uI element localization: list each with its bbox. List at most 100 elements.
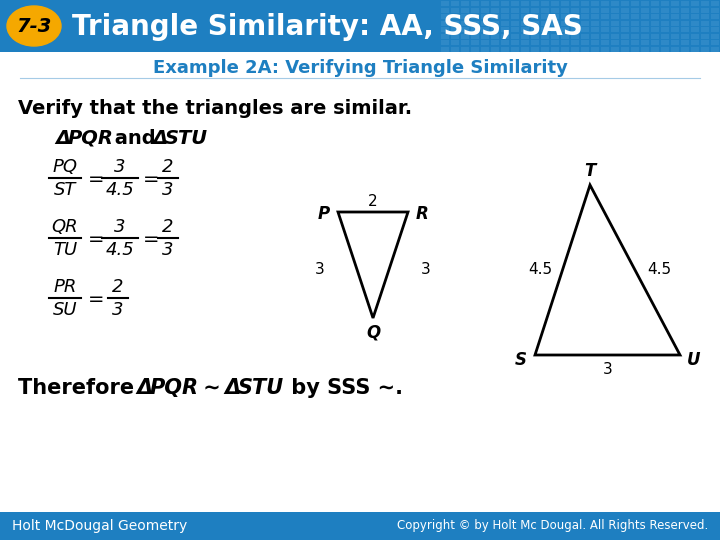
Bar [581, 40, 589, 45]
Bar [611, 8, 619, 12]
Bar [531, 1, 539, 6]
Bar [641, 40, 649, 45]
Bar [601, 33, 609, 38]
Bar [671, 14, 679, 19]
Bar [641, 21, 649, 25]
Bar [621, 40, 629, 45]
Bar [681, 14, 689, 19]
Bar [521, 40, 529, 45]
Bar [501, 21, 509, 25]
Bar [631, 40, 639, 45]
Bar [551, 14, 559, 19]
Bar [451, 8, 459, 12]
Text: Δ: Δ [55, 129, 70, 147]
Bar [691, 21, 699, 25]
Bar [521, 1, 529, 6]
Text: 4.5: 4.5 [106, 181, 135, 199]
Bar [531, 8, 539, 12]
Bar [461, 40, 469, 45]
Bar [681, 40, 689, 45]
Bar [661, 33, 669, 38]
Text: =: = [88, 171, 104, 190]
Bar [481, 46, 489, 51]
Bar [671, 33, 679, 38]
Bar [701, 1, 709, 6]
Bar [671, 21, 679, 25]
Text: 3: 3 [112, 301, 124, 319]
Text: TU: TU [53, 241, 77, 259]
Bar [541, 14, 549, 19]
Text: P: P [318, 205, 330, 223]
Bar [671, 27, 679, 32]
Bar [541, 46, 549, 51]
Bar [441, 27, 449, 32]
Text: 3: 3 [603, 361, 613, 376]
Bar [531, 33, 539, 38]
Bar [701, 27, 709, 32]
Bar [551, 46, 559, 51]
Bar [0, 512, 720, 540]
Bar [661, 46, 669, 51]
Bar [521, 33, 529, 38]
Bar [621, 1, 629, 6]
Bar [571, 21, 579, 25]
Bar [651, 33, 659, 38]
Bar [651, 27, 659, 32]
Bar [691, 40, 699, 45]
Bar [451, 21, 459, 25]
Bar [541, 40, 549, 45]
Bar [481, 40, 489, 45]
Bar [461, 33, 469, 38]
Bar [451, 33, 459, 38]
Text: Holt McDougal Geometry: Holt McDougal Geometry [12, 519, 187, 533]
Bar [561, 40, 569, 45]
Text: T: T [585, 162, 595, 180]
Text: 7-3: 7-3 [17, 17, 52, 37]
Bar [631, 1, 639, 6]
Bar [521, 21, 529, 25]
Text: Q: Q [366, 324, 380, 342]
Text: =: = [143, 231, 160, 249]
Text: 4.5: 4.5 [647, 262, 671, 278]
Bar [621, 27, 629, 32]
Bar [701, 40, 709, 45]
Text: PQR: PQR [68, 129, 114, 147]
Bar [461, 14, 469, 19]
Bar [621, 46, 629, 51]
Bar [591, 8, 599, 12]
Bar [681, 1, 689, 6]
Bar [581, 33, 589, 38]
Bar [551, 40, 559, 45]
Bar [501, 8, 509, 12]
Bar [521, 27, 529, 32]
Text: 2: 2 [368, 194, 378, 210]
Bar [551, 27, 559, 32]
Bar [441, 33, 449, 38]
Bar [601, 21, 609, 25]
Text: Copyright © by Holt Mc Dougal. All Rights Reserved.: Copyright © by Holt Mc Dougal. All Right… [397, 519, 708, 532]
Bar [521, 14, 529, 19]
Bar [561, 27, 569, 32]
Bar [501, 14, 509, 19]
Bar [711, 21, 719, 25]
Bar [571, 33, 579, 38]
Text: 2: 2 [112, 278, 124, 296]
Bar [681, 27, 689, 32]
Bar [491, 33, 499, 38]
Bar [591, 33, 599, 38]
Bar [451, 1, 459, 6]
Bar [651, 14, 659, 19]
Bar [461, 1, 469, 6]
Bar [441, 8, 449, 12]
Text: =: = [88, 231, 104, 249]
Bar [641, 14, 649, 19]
Bar [631, 46, 639, 51]
Text: U: U [688, 351, 701, 369]
Text: Therefore: Therefore [18, 378, 141, 398]
Bar [551, 33, 559, 38]
Text: Δ: Δ [136, 378, 152, 398]
Text: =: = [143, 171, 160, 190]
Bar [471, 1, 479, 6]
Bar [571, 8, 579, 12]
Bar [661, 27, 669, 32]
